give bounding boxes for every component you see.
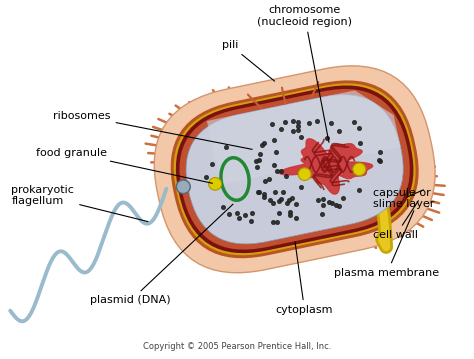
Point [356,140,364,145]
Point [219,204,227,210]
Point [272,149,280,155]
Point [281,120,289,125]
Point [233,210,241,216]
Point [277,127,284,132]
Point [258,143,265,148]
Point [279,189,287,195]
Text: capsule or
slime layer: capsule or slime layer [373,188,435,209]
Point [270,137,278,143]
Point [265,176,273,182]
Text: cytoplasm: cytoplasm [276,242,333,315]
Point [292,215,300,221]
Point [241,212,248,218]
Point [254,189,262,195]
Point [275,210,283,216]
Point [260,140,267,146]
FancyBboxPatch shape [154,66,435,273]
Text: chromosome
(nucleoid region): chromosome (nucleoid region) [257,5,352,142]
Point [324,135,331,141]
Point [255,189,263,195]
Point [325,199,333,205]
Point [294,123,301,129]
FancyBboxPatch shape [171,80,419,258]
FancyBboxPatch shape [180,89,410,250]
Point [289,118,296,123]
Point [319,196,327,202]
Text: ribosomes: ribosomes [53,111,252,149]
Point [375,157,383,163]
Text: prokaryotic
flagellum: prokaryotic flagellum [11,185,148,222]
FancyBboxPatch shape [186,95,403,244]
Point [276,199,283,204]
Point [272,190,279,195]
FancyBboxPatch shape [173,83,416,255]
Point [270,219,277,225]
Point [222,144,230,150]
Circle shape [176,180,190,194]
Point [356,125,363,131]
Point [226,211,233,217]
Point [313,118,321,123]
Text: cell wall: cell wall [373,201,419,240]
Point [292,201,300,207]
Point [286,212,293,218]
Point [339,195,346,201]
Point [270,162,277,168]
Point [285,197,293,203]
Point [286,210,294,215]
Text: plasmid (DNA): plasmid (DNA) [91,204,233,306]
Point [202,174,210,180]
Point [294,119,301,125]
Text: food granule: food granule [36,148,212,183]
Point [254,164,261,170]
Point [269,201,277,206]
Point [256,151,264,157]
Point [376,158,383,164]
Point [248,210,255,216]
FancyBboxPatch shape [176,85,413,253]
Point [298,134,305,140]
Point [328,200,336,206]
Polygon shape [280,139,373,194]
Point [376,149,384,155]
Point [235,215,243,221]
Point [283,201,291,206]
Point [277,168,285,174]
Circle shape [209,178,221,190]
Point [277,196,284,202]
Point [289,196,296,201]
Point [261,178,269,184]
Point [255,157,263,163]
Point [350,119,357,125]
Point [314,197,322,203]
Text: plasma membrane: plasma membrane [335,211,439,278]
Point [319,202,327,208]
Point [290,129,297,134]
Text: Copyright © 2005 Pearson Prentice Hall, Inc.: Copyright © 2005 Pearson Prentice Hall, … [143,342,331,351]
Point [273,168,281,174]
Point [252,158,260,164]
Point [306,120,313,126]
Point [269,121,276,127]
Point [266,197,273,203]
Point [208,161,215,167]
Polygon shape [207,90,401,185]
Circle shape [298,168,311,181]
Point [335,203,343,209]
Point [318,211,326,217]
Point [336,128,343,134]
Point [247,218,255,224]
Point [261,195,268,200]
Text: pili: pili [222,40,274,81]
Point [273,219,281,224]
Point [328,121,335,126]
Point [297,184,305,190]
Circle shape [353,163,366,176]
Point [332,202,339,208]
Point [283,173,290,179]
Point [260,191,268,197]
Point [294,127,301,133]
Point [356,187,363,192]
